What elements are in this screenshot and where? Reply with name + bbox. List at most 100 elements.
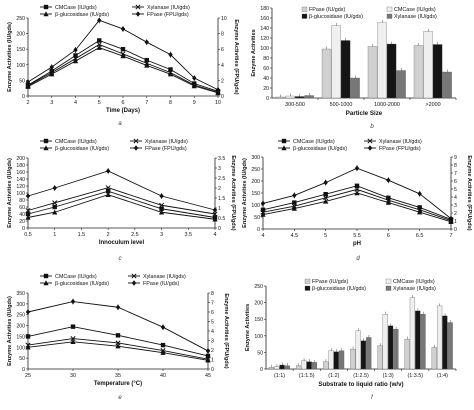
bar [415,310,421,370]
data-point [417,191,422,197]
series-0 [25,38,221,94]
y-tick-label: 0 [22,94,25,100]
series-2 [260,190,454,224]
data-point [97,17,102,24]
legend-item: CMCase (IU/gds) [278,138,335,145]
data-point [105,189,111,194]
y-tick-label: 100 [16,191,25,197]
data-point [260,200,266,207]
y-tick-label: 100 [16,63,25,69]
data-point [192,75,197,81]
data-point [25,79,31,85]
data-point [115,340,121,346]
bar [413,45,424,99]
bar [382,314,388,370]
bar [447,322,453,370]
series-0 [25,324,211,359]
data-point [160,324,166,330]
data-point [105,168,111,174]
bar [377,22,387,99]
x-axis-label: Substrate to liquid ratio (w/v) [318,381,403,388]
data-point [49,71,55,77]
data-point [212,211,218,217]
y-tick-label: 50 [254,215,260,221]
y-tick-label: 350 [16,291,25,297]
bar [432,44,443,99]
legend-item: Xylanase (IU/gds) [385,285,436,292]
legend-swatch [301,13,308,19]
x-tick-label: 4.5 [291,233,299,239]
x-tick-label: 3.5 [185,232,193,238]
bar [377,345,383,370]
bar [350,348,356,370]
x-tick-label: 5 [324,233,327,239]
bar [409,297,416,370]
legend-label: CMCase (IU/gds) [55,139,97,145]
y2-tick-label: 1.5 [218,196,225,202]
panel-label: d [356,256,360,262]
data-point [354,190,360,196]
data-point [159,193,164,199]
bar [396,70,406,99]
y-tick-label: 40 [19,212,25,218]
legend-label: FPase (IU/gds) [143,281,179,287]
legend-marker [43,145,49,151]
data-point [96,44,102,50]
y-tick-label: 50 [19,78,25,84]
x-tick-label: 3 [160,232,163,238]
y2-tick-label: 3 [218,166,221,172]
data-point [323,179,328,186]
y-tick-label: 300 [251,155,260,161]
panel-label: e [118,395,122,401]
data-point [144,62,150,68]
y-tick-label: 150 [16,47,25,53]
data-point [73,47,78,53]
y-tick-label: 100 [260,46,269,52]
x-tick-label: 30 [70,373,76,379]
y-tick-label: 0 [22,226,25,232]
legend-label: CMCase (IU/gds) [55,274,97,280]
y2-tick-label: 0.5 [218,216,225,222]
y-tick-label: 50 [257,350,263,356]
data-point [205,353,211,359]
y2-tick-label: 3 [454,203,457,209]
y-tick-label: 100 [251,203,260,209]
data-point [25,207,31,214]
legend-marker [43,11,49,17]
y-axis-label: Enzyme Activities [251,29,257,76]
x-axis-label: Time (Days) [106,108,140,114]
bar [366,337,372,370]
x-tick-label: 300-500 [285,102,305,108]
bar [306,361,312,370]
legend-item: Xylanase (IU/gds) [132,4,190,11]
x-tick-label: 4 [262,233,265,239]
legend-item: β-glucosidase (IU/gds) [278,145,347,152]
y2-tick-label: 5 [211,320,214,326]
bar [301,360,307,370]
y-axis-label: Enzyme Activities (IU/gds) [7,158,13,228]
y2-tick-label: 5 [454,187,457,193]
panel-label: c [119,256,122,262]
bar [387,325,394,370]
x-tick-label: (1:3) [383,373,394,379]
bar [294,96,305,99]
legend-item: CMCase (IU/gds) [385,278,435,285]
legend-label: FPase (IU/gds) [309,7,345,13]
legend-label: β-glucosidase (IU/gds) [312,286,366,292]
y2-tick-label: 2 [454,211,457,217]
legend-item: FPase (IU/gds) [128,280,179,287]
y-tick-label: 250 [251,167,260,173]
y-tick-label: 180 [16,163,25,169]
legend-label: Xylanase (IU/gds) [393,286,436,292]
legend-item: FPase (IU/gds) [304,278,348,285]
x-tick-label: 8 [169,100,172,106]
legend-marker [367,138,373,144]
legend-marker [43,280,49,286]
legend-marker [131,280,137,286]
data-point [292,200,297,205]
x-tick-label: (1:1) [274,373,285,379]
bar [311,362,318,370]
bar [436,305,443,370]
